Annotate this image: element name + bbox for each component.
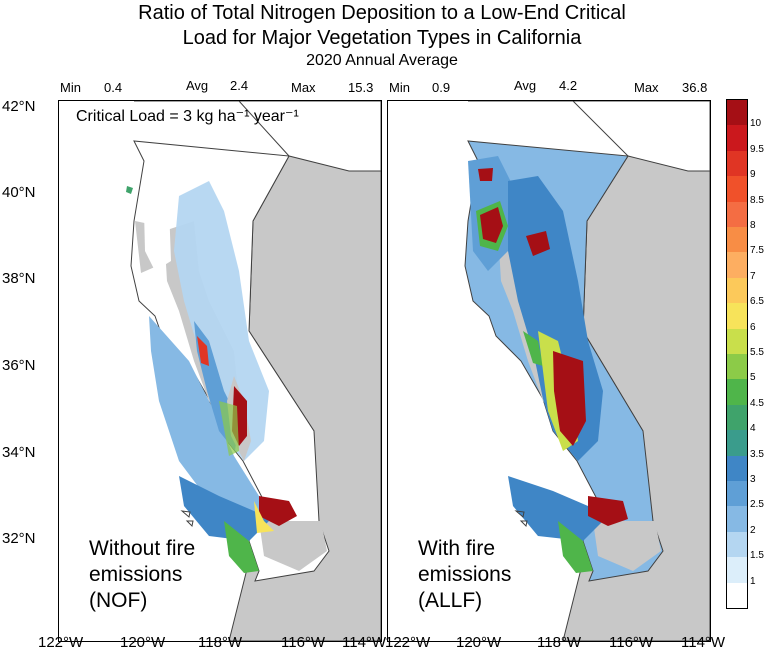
colorbar-tick-label: 1 bbox=[750, 575, 756, 587]
lat-label-34n: 34°N bbox=[2, 444, 36, 461]
colorbar-segment bbox=[727, 557, 747, 584]
colorbar-segment bbox=[727, 506, 747, 533]
lat-label-40n: 40°N bbox=[2, 184, 36, 201]
right-panel-label-line-2: emissions bbox=[418, 563, 512, 586]
critical-load-note: Critical Load = 3 kg ha⁻¹ year⁻¹ bbox=[76, 108, 299, 125]
right-avg-value: 4.2 bbox=[559, 78, 578, 93]
colorbar-segment bbox=[727, 176, 747, 203]
left-panel-label-line-3: (NOF) bbox=[89, 589, 148, 612]
colorbar-tick-label: 2 bbox=[750, 524, 756, 536]
lon-label-right-114w: 114°W bbox=[681, 634, 726, 651]
figure-title-line-2: Load for Major Vegetation Types in Calif… bbox=[182, 27, 582, 49]
lon-label-left-118w: 118°W bbox=[198, 634, 243, 651]
colorbar-tick-label: 6.5 bbox=[750, 296, 764, 308]
colorbar-segment bbox=[727, 582, 747, 609]
colorbar-tick-label: 3.5 bbox=[750, 448, 764, 460]
colorbar-tick-label: 1.5 bbox=[750, 550, 764, 562]
lat-label-36n: 36°N bbox=[2, 357, 36, 374]
left-min-label: Min bbox=[60, 80, 81, 95]
lon-label-right-118w: 118°W bbox=[537, 634, 582, 651]
right-panel-label: With fire emissions (ALLF) bbox=[418, 536, 511, 614]
colorbar-tick-label: 4.5 bbox=[750, 397, 764, 409]
map-with-fire bbox=[464, 101, 710, 641]
right-panel-label-line-3: (ALLF) bbox=[418, 589, 483, 612]
figure-title-line-1: Ratio of Total Nitrogen Deposition to a … bbox=[138, 2, 626, 24]
colorbar-segment bbox=[727, 354, 747, 380]
colorbar-segment bbox=[727, 430, 747, 457]
colorbar-segment bbox=[727, 201, 747, 228]
right-max-label: Max bbox=[634, 80, 659, 95]
right-panel-label-line-1: With fire bbox=[418, 537, 496, 560]
colorbar-tick-label: 8.5 bbox=[750, 194, 764, 206]
colorbar-tick-label: 5.5 bbox=[750, 347, 764, 358]
left-panel-label-line-1: Without fire bbox=[89, 537, 196, 560]
left-min-value: 0.4 bbox=[104, 80, 123, 95]
colorbar-segment bbox=[727, 404, 747, 431]
colorbar-tick-label: 2.5 bbox=[750, 499, 764, 511]
colorbar-segment bbox=[727, 100, 747, 126]
map-panel-without-fire bbox=[58, 100, 382, 642]
left-panel-label-line-2: emissions bbox=[89, 563, 183, 586]
colorbar-segment bbox=[727, 328, 747, 355]
colorbar-segment bbox=[727, 455, 747, 482]
colorbar-tick-label: 7.5 bbox=[750, 245, 764, 257]
left-panel-label: Without fire emissions (NOF) bbox=[89, 536, 195, 614]
lon-label-left-122w: 122°W bbox=[38, 634, 84, 651]
right-min-label: Min bbox=[389, 80, 410, 95]
lon-label-right-120w: 120°W bbox=[456, 634, 502, 651]
colorbar-tick-label: 9 bbox=[750, 169, 756, 181]
lon-label-left-116w: 116°W bbox=[281, 634, 326, 651]
right-min-value: 0.9 bbox=[432, 80, 451, 95]
lon-label-right-116w: 116°W bbox=[609, 634, 654, 651]
colorbar-tick-label: 4 bbox=[750, 423, 756, 435]
lon-label-left-114w: 114°W bbox=[342, 634, 387, 651]
colorbar-tick-label: 6 bbox=[750, 321, 756, 333]
map-panel-with-fire bbox=[387, 100, 711, 642]
colorbar-segment bbox=[727, 277, 747, 304]
lat-label-32n: 32°N bbox=[2, 530, 36, 547]
colorbar-tick-label: 7 bbox=[750, 270, 756, 282]
colorbar-segment bbox=[727, 481, 747, 507]
colorbar-segment bbox=[727, 379, 747, 406]
colorbar-segment bbox=[727, 227, 747, 253]
colorbar-segment bbox=[727, 252, 747, 279]
colorbar-segment bbox=[727, 303, 747, 330]
colorbar-tick-label: 3 bbox=[750, 474, 756, 485]
lon-label-right-122w: 122°W bbox=[385, 634, 431, 651]
left-max-value: 15.3 bbox=[348, 80, 374, 95]
lon-label-left-120w: 120°W bbox=[120, 634, 166, 651]
colorbar bbox=[726, 99, 748, 609]
colorbar-tick-label: 10 bbox=[750, 118, 762, 130]
right-avg-label: Avg bbox=[514, 78, 537, 93]
colorbar-tick-label: 9.5 bbox=[750, 143, 764, 155]
figure-subtitle: 2020 Annual Average bbox=[306, 52, 458, 69]
left-avg-label: Avg bbox=[186, 78, 209, 93]
colorbar-tick-label: 8 bbox=[750, 220, 756, 231]
map-without-fire bbox=[126, 101, 381, 641]
colorbar-segment bbox=[727, 150, 747, 177]
colorbar-tick-label: 5 bbox=[750, 372, 756, 384]
colorbar-segment bbox=[727, 125, 747, 152]
colorbar-segment bbox=[727, 531, 747, 558]
left-avg-value: 2.4 bbox=[230, 78, 249, 93]
left-max-label: Max bbox=[291, 80, 316, 95]
right-max-value: 36.8 bbox=[682, 80, 708, 95]
lat-label-38n: 38°N bbox=[2, 270, 36, 287]
lat-label-42n: 42°N bbox=[2, 98, 36, 115]
